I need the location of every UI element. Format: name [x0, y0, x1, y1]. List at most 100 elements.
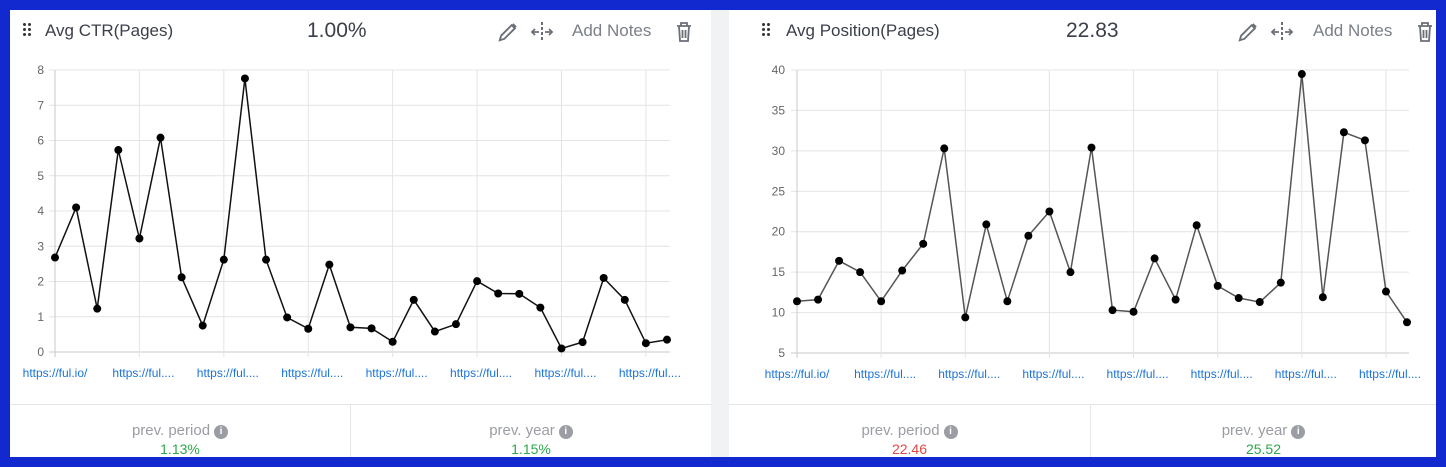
data-point[interactable] — [515, 289, 524, 298]
data-point[interactable] — [919, 239, 928, 248]
data-point[interactable] — [961, 313, 970, 322]
pencil-icon[interactable] — [1237, 21, 1259, 43]
data-point[interactable] — [1003, 297, 1012, 306]
data-point[interactable] — [835, 256, 844, 265]
pencil-icon[interactable] — [497, 21, 519, 43]
x-axis-url-label[interactable]: https://ful.... — [534, 366, 596, 380]
add-notes-button[interactable]: Add Notes — [572, 21, 652, 40]
x-axis-url-label[interactable]: https://ful.... — [854, 367, 916, 381]
add-notes-button[interactable]: Add Notes — [1313, 21, 1393, 40]
info-icon[interactable]: i — [558, 425, 573, 439]
data-point[interactable] — [940, 144, 949, 153]
data-point[interactable] — [494, 289, 503, 298]
move-horizontal-icon[interactable] — [530, 21, 554, 43]
data-point[interactable] — [578, 338, 587, 347]
data-point[interactable] — [262, 255, 271, 264]
data-point[interactable] — [1360, 136, 1369, 145]
data-point[interactable] — [51, 253, 59, 262]
data-point[interactable] — [793, 297, 801, 306]
x-axis-url-label[interactable]: https://ful.... — [1191, 367, 1253, 381]
prev-period-comparison: prev. period i 1.13% — [10, 405, 350, 457]
data-point[interactable] — [1255, 298, 1264, 307]
data-point[interactable] — [1318, 293, 1327, 302]
info-icon[interactable]: i — [1291, 425, 1306, 439]
footer-divider — [1090, 405, 1091, 457]
data-point[interactable] — [599, 273, 608, 282]
drag-handle-icon[interactable] — [23, 23, 33, 39]
x-axis-url-label[interactable]: https://ful.... — [450, 366, 512, 380]
data-point[interactable] — [1276, 278, 1285, 287]
prev-year-value: 25.52 — [1245, 441, 1282, 457]
data-point[interactable] — [1381, 287, 1390, 296]
x-axis-url-label[interactable]: https://ful.... — [1359, 367, 1421, 381]
data-point[interactable] — [72, 203, 81, 212]
data-point[interactable] — [388, 337, 397, 346]
data-point[interactable] — [409, 295, 418, 304]
data-point[interactable] — [198, 321, 207, 330]
data-point[interactable] — [1213, 281, 1222, 290]
data-point[interactable] — [114, 146, 123, 155]
data-point[interactable] — [451, 320, 460, 329]
trash-icon[interactable] — [674, 21, 696, 43]
trash-icon[interactable] — [1415, 21, 1436, 43]
data-point[interactable] — [1192, 221, 1201, 230]
data-point[interactable] — [856, 268, 865, 277]
info-icon[interactable]: i — [943, 425, 958, 439]
data-point[interactable] — [1066, 268, 1075, 277]
data-point[interactable] — [1339, 128, 1348, 137]
data-point[interactable] — [663, 335, 671, 344]
data-point[interactable] — [814, 295, 823, 304]
data-point[interactable] — [1129, 307, 1138, 316]
svg-text:40: 40 — [772, 63, 786, 77]
x-axis-url-label[interactable]: https://ful.... — [1275, 367, 1337, 381]
widget-avg-position: Avg Position(Pages) 22.83 Add Notes 5 10 1… — [729, 10, 1436, 457]
data-point[interactable] — [898, 266, 907, 275]
info-icon[interactable]: i — [214, 425, 229, 439]
data-point[interactable] — [1403, 318, 1411, 327]
data-point[interactable] — [641, 339, 650, 348]
x-axis-url-label[interactable]: https://ful.... — [619, 366, 681, 380]
data-point[interactable] — [156, 133, 165, 142]
data-point[interactable] — [1234, 294, 1243, 303]
data-point[interactable] — [177, 273, 186, 282]
svg-text:10: 10 — [772, 306, 786, 320]
data-point[interactable] — [1171, 295, 1180, 304]
x-axis-url-label[interactable]: https://ful.... — [112, 366, 174, 380]
x-axis-url-label[interactable]: https://ful.... — [197, 366, 259, 380]
x-axis-url-label[interactable]: https://ful.io/ — [23, 366, 88, 380]
data-point[interactable] — [1045, 207, 1054, 216]
widget-header: Avg Position(Pages) 22.83 Add Notes — [729, 10, 1436, 54]
data-point[interactable] — [982, 220, 991, 229]
x-axis-url-label[interactable]: https://ful.... — [366, 366, 428, 380]
data-point[interactable] — [325, 260, 334, 269]
data-point[interactable] — [283, 313, 292, 322]
x-axis-url-label[interactable]: https://ful.... — [938, 367, 1000, 381]
data-point[interactable] — [346, 323, 355, 332]
footer-divider — [350, 405, 351, 457]
data-point[interactable] — [620, 295, 629, 304]
drag-handle-icon[interactable] — [762, 23, 772, 39]
x-axis-url-label[interactable]: https://ful.io/ — [765, 367, 830, 381]
x-axis-url-label[interactable]: https://ful.... — [281, 366, 343, 380]
data-point[interactable] — [1297, 70, 1306, 79]
position-line-chart: 5 10 15 20 25 30 35 40 https://ful.io/https://fu… — [765, 63, 1421, 381]
data-point[interactable] — [1150, 254, 1159, 263]
x-axis-url-label[interactable]: https://ful.... — [1022, 367, 1084, 381]
data-point[interactable] — [1024, 231, 1033, 240]
data-point[interactable] — [93, 304, 102, 313]
data-point[interactable] — [367, 324, 376, 333]
data-point[interactable] — [1108, 306, 1117, 315]
data-point[interactable] — [877, 297, 886, 306]
x-axis-url-label[interactable]: https://ful.... — [1107, 367, 1169, 381]
data-point[interactable] — [430, 327, 439, 336]
data-point[interactable] — [473, 277, 482, 286]
widget-gap — [711, 10, 729, 457]
data-point[interactable] — [304, 324, 313, 333]
move-horizontal-icon[interactable] — [1270, 21, 1294, 43]
data-point[interactable] — [135, 234, 144, 243]
data-point[interactable] — [240, 74, 249, 83]
data-point[interactable] — [536, 303, 545, 312]
data-point[interactable] — [219, 255, 228, 264]
data-point[interactable] — [557, 344, 566, 353]
data-point[interactable] — [1087, 143, 1096, 152]
